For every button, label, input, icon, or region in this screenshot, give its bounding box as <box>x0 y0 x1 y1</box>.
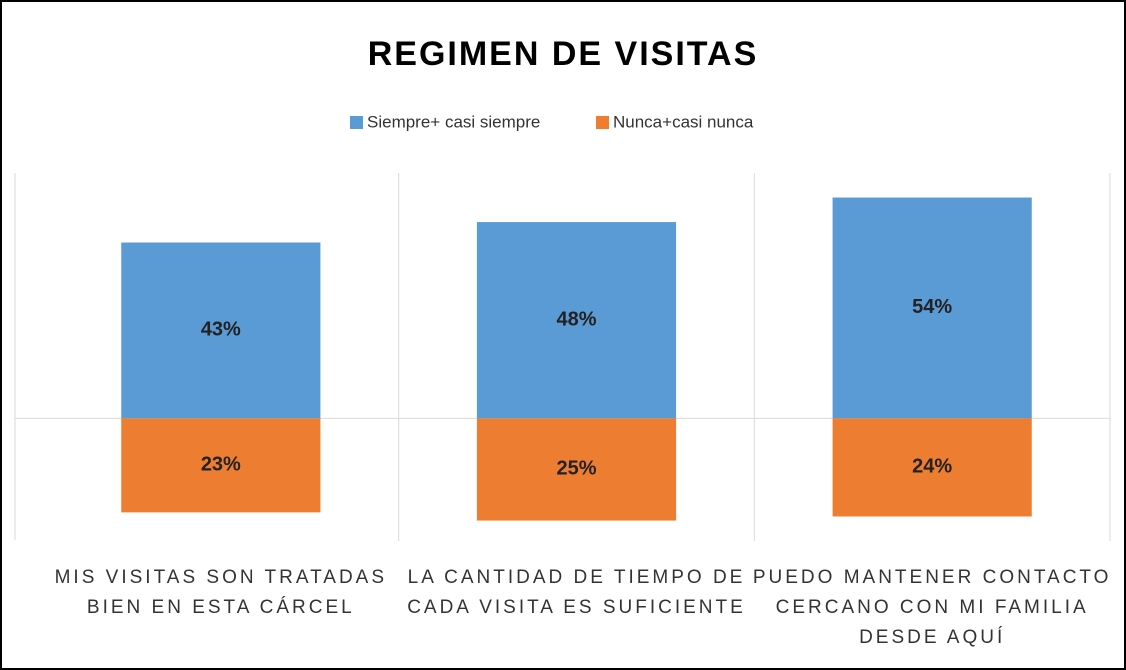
chart-title: REGIMEN DE VISITAS <box>368 35 759 73</box>
bar <box>121 418 321 513</box>
x-tick-label: PUEDO MANTENER CONTACTO CERCANO CON MI F… <box>752 567 1112 648</box>
data-label: 25% <box>556 458 596 480</box>
bar <box>832 418 1032 517</box>
data-label: 23% <box>201 454 241 476</box>
legend-swatch <box>350 116 363 129</box>
data-label: 43% <box>201 319 241 341</box>
data-label: 54% <box>912 296 952 318</box>
legend-swatch <box>596 116 609 129</box>
bar <box>476 418 677 521</box>
legend-label: Nunca+casi nunca <box>613 112 754 131</box>
x-tick-label: MIS VISITAS SON TRATADAS BIEN EN ESTA CÁ… <box>54 567 388 618</box>
data-label: 48% <box>556 308 596 330</box>
bar <box>832 197 1032 419</box>
bar <box>121 242 321 419</box>
data-label: 24% <box>912 456 952 478</box>
bar <box>476 222 677 419</box>
x-tick-label: LA CANTIDAD DE TIEMPO DE CADA VISITA ES … <box>407 567 746 618</box>
legend-label: Siempre+ casi siempre <box>367 112 540 131</box>
